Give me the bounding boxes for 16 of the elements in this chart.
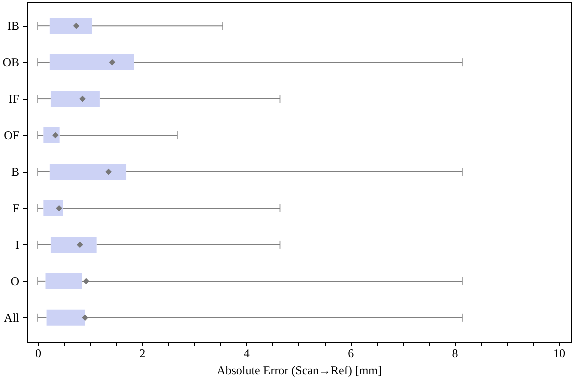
y-tick-label: I [16,238,20,252]
y-tick-label: IF [8,92,20,106]
x-tick-label: 4 [244,346,250,360]
y-tick-label: O [10,274,20,288]
y-tick-label: IB [8,19,20,34]
y-tick-label: F [12,201,20,216]
x-tick-label: 10 [554,346,566,360]
y-tick-label: All [4,310,20,325]
x-tick-label: 2 [140,346,146,360]
y-tick-label: B [11,165,20,179]
x-tick-label: 0 [35,346,42,360]
x-tick-label: 6 [348,346,354,360]
y-tick-label: OB [2,56,20,70]
x-tick-label: 8 [452,346,458,360]
x-axis-title: Absolute Error (Scan→Ref) [mm] [217,364,382,378]
y-tick-label: OF [4,128,20,143]
